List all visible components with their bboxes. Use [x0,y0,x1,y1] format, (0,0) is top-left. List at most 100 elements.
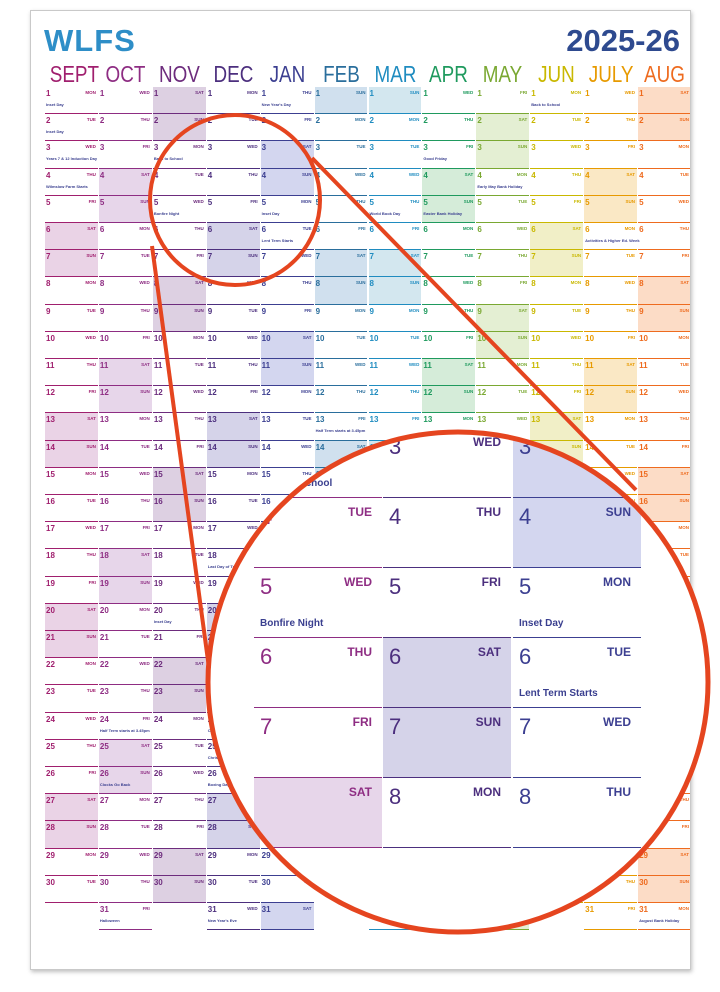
weekday-label: WED [354,171,366,177]
day-number: 7 [46,252,51,262]
day-cell: 11 WED [368,359,422,387]
day-cell: 12 FRI [45,386,98,414]
day-number: 17 [46,524,55,534]
weekday-label: MON [193,715,204,721]
magnified-weekday-label: WED [473,435,501,449]
weekday-label: FRI [196,634,204,639]
weekday-label: MON [301,389,312,395]
magnified-day-number: 3 [389,434,402,459]
day-cell: 10 FRI [98,332,152,359]
weekday-label: MON [516,171,528,177]
day-number: 11 [639,361,648,370]
weekday-label: THU [625,117,636,123]
day-cell: 2 FRI [260,114,314,142]
weekday-label: TUE [194,552,204,558]
day-number: 1 [423,89,428,98]
day-number: 2 [46,116,51,126]
weekday-label: MON [193,525,204,531]
weekday-label: THU [410,389,420,395]
day-cell: 1 SUN [314,87,368,115]
day-number: 29 [153,850,163,860]
day-number: 7 [423,252,428,262]
weekday-label: SUN [463,389,474,395]
weekday-label: THU [86,171,96,177]
day-cell: 4 THU [206,169,260,196]
weekday-label: TUE [86,878,96,884]
day-number: 15 [46,469,55,479]
day-cell: 6 FRI [314,223,368,251]
weekday-label: SAT [248,416,258,422]
day-cell: 2 MON [314,114,368,142]
day-number: 12 [639,388,648,398]
day-number: 11 [585,361,594,370]
day-cell: 3 TUE [314,141,368,169]
event-label: Easter Bank Holiday [423,210,463,216]
day-cell: 19 FRI [45,577,98,604]
day-number: 2 [639,116,644,126]
day-cell: 19 WED [152,577,206,604]
day-number: 10 [639,333,648,343]
day-number: 3 [531,143,536,153]
day-number: 5 [207,197,213,207]
weekday-label: WED [85,144,96,150]
day-cell: 1 FRI [476,87,530,115]
day-number: 8 [369,279,374,289]
weekday-label: SUN [679,307,689,313]
weekday-label: SAT [195,90,204,95]
magnified-day-number: 5 [260,574,273,599]
weekday-label: THU [625,307,636,313]
day-cell: 11 SAT [422,359,476,387]
day-number: 7 [585,252,590,262]
magnified-day-number: 6 [389,644,402,669]
day-cell: 1 SAT [638,87,690,115]
day-number: 11 [46,361,55,370]
magnified-weekday-label: MON [473,785,501,799]
day-number: 9 [585,306,590,316]
day-cell: 1 SAT [152,87,206,115]
day-cell: 26 WED [152,767,206,795]
day-cell: 3 WED Years 7 & 12 Induction Day [45,141,98,169]
day-cell: 10 TUE [314,332,368,359]
magnified-event-label: Inset Day [519,618,564,629]
day-number: 10 [315,333,325,343]
day-number: 19 [46,578,55,588]
day-cell: 15 MON [45,468,98,495]
day-number: 12 [531,388,541,398]
weekday-label: SAT [518,117,528,123]
day-cell: 9 SUN [638,304,690,332]
weekday-label: WED [247,144,258,150]
weekday-label: THU [410,198,420,204]
weekday-label: SAT [141,362,150,367]
weekday-label: MON [139,606,150,612]
day-number: 28 [153,823,163,833]
day-cell: 5 FRI [206,196,260,223]
day-cell: 6 SAT [45,223,98,251]
day-number: 6 [585,225,590,234]
day-cell: 29 MON [45,849,98,876]
day-cell: 1 MON [206,87,260,115]
weekday-label: TUE [140,253,150,259]
day-cell: 3 FRI [98,141,152,169]
weekday-label: THU [86,552,96,558]
day-number: 9 [369,306,374,316]
day-cell: 4 THU Wilmslow Farm Starts [45,169,98,196]
day-number: 4 [585,170,590,180]
event-label: Back to School [531,102,561,107]
day-cell: 11 THU [530,359,584,387]
day-number: 12 [99,388,109,398]
day-number: 12 [585,388,595,398]
day-number: 1 [369,89,374,98]
day-cell: 5 WED Bonfire Night [152,196,206,223]
weekday-label: SUN [517,144,528,150]
day-number: 8 [477,279,482,289]
weekday-label: THU [86,362,96,367]
day-number: 8 [531,279,536,289]
day-number: 3 [423,143,428,153]
day-cell: 3 MON [638,141,690,169]
weekday-label: TUE [86,307,96,313]
weekday-label: MON [139,416,150,422]
magnified-day-number: 7 [389,714,402,739]
weekday-label: THU [194,797,204,803]
day-cell: 12 FRI [530,386,584,414]
weekday-label: SUN [194,498,204,503]
